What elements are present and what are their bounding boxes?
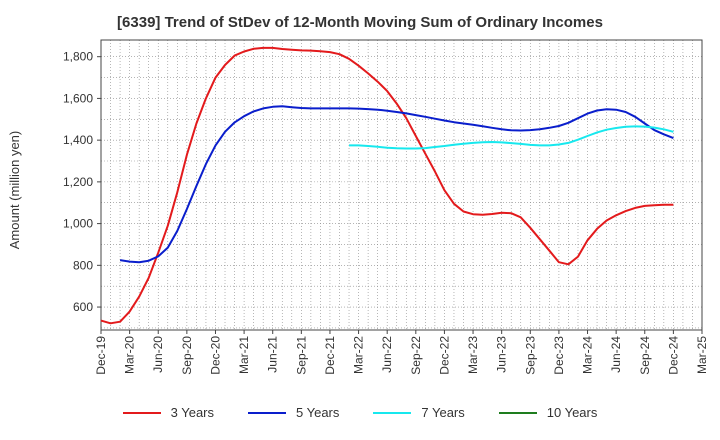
x-tick-label: Mar-25 [695, 336, 709, 374]
x-tick-label: Dec-24 [666, 336, 680, 375]
y-axis-label: Amount (million yen) [7, 131, 22, 250]
chart-legend: 3 Years 5 Years 7 Years 10 Years [0, 405, 720, 420]
legend-item: 5 Years [248, 405, 339, 420]
legend-label: 5 Years [296, 405, 340, 420]
chart-title: [6339] Trend of StDev of 12-Month Moving… [117, 14, 603, 31]
line-chart: 600 800 1,000 1,200 1,400 1,600 1,800 Dec-19 Mar… [7, 39, 709, 375]
plot-area [101, 40, 702, 330]
y-tick-label: 1,200 [63, 175, 93, 189]
y-tick-label: 600 [73, 300, 93, 314]
plot-frame [100, 39, 703, 331]
x-tick-label: Dec-20 [208, 336, 222, 375]
x-tick-label: Jun-24 [609, 336, 623, 373]
legend-label: 7 Years [421, 405, 465, 420]
legend-swatch [248, 411, 286, 414]
x-tick-label: Sep-24 [638, 336, 652, 375]
x-tick-label: Jun-21 [266, 336, 280, 373]
x-tick-label: Mar-21 [237, 336, 251, 374]
x-tick-label: Sep-22 [409, 336, 423, 375]
x-tick-label: Dec-23 [552, 336, 566, 375]
x-tick-label: Dec-22 [437, 336, 451, 375]
series-line-5-years [119, 105, 674, 264]
x-tick-label: Mar-22 [352, 336, 366, 374]
series-line-3-years [100, 46, 674, 325]
y-tick-label: 1,600 [63, 91, 93, 105]
x-tick-label: Jun-20 [151, 336, 165, 373]
x-tick-label: Sep-23 [523, 336, 537, 375]
y-tick-label: 1,800 [63, 50, 93, 64]
y-tick-label: 1,400 [63, 133, 93, 147]
x-tick-label: Mar-23 [466, 336, 480, 374]
x-tick-label: Sep-20 [180, 336, 194, 375]
legend-swatch [498, 411, 537, 414]
legend-item: 3 Years [122, 405, 214, 420]
x-tick-label: Mar-20 [123, 336, 137, 374]
legend-item: 10 Years [498, 405, 598, 420]
y-tick-label: 1,000 [63, 217, 93, 231]
legend-swatch [122, 411, 161, 414]
x-tick-label: Sep-21 [294, 336, 308, 375]
x-tick-label: Dec-21 [323, 336, 337, 375]
series-line-7-years [349, 125, 674, 150]
x-tick-label: Mar-24 [581, 336, 595, 374]
x-tick-label: Jun-22 [380, 336, 394, 373]
legend-item: 7 Years [373, 405, 465, 420]
x-tick-label: Dec-19 [94, 336, 108, 375]
legend-label: 3 Years [170, 405, 214, 420]
legend-swatch [373, 411, 412, 414]
legend-label: 10 Years [546, 405, 598, 420]
x-tick-label: Jun-23 [495, 336, 509, 373]
y-tick-label: 800 [73, 258, 93, 272]
